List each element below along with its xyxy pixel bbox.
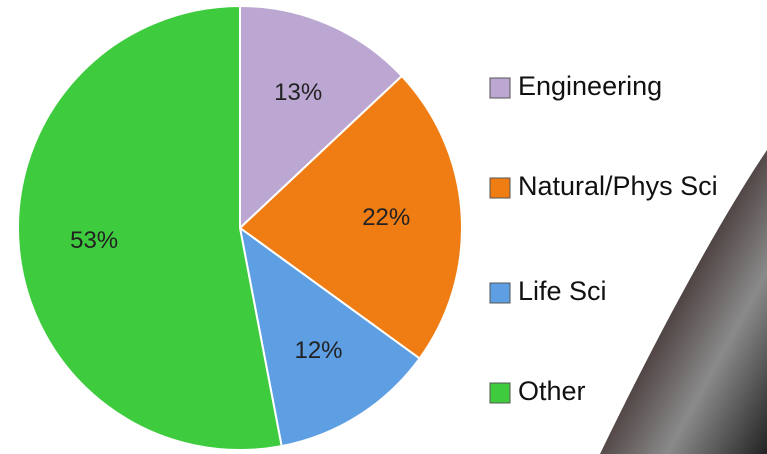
pie: 13% 22% 12% 53% bbox=[17, 4, 463, 451]
legend-label: Other bbox=[518, 376, 586, 406]
pie-slice bbox=[17, 4, 283, 451]
legend: Engineering Natural/Phys Sci Life Sci Other bbox=[489, 71, 718, 406]
data-label: 13% bbox=[274, 79, 322, 106]
legend-label: Engineering bbox=[518, 71, 662, 101]
legend-swatch bbox=[489, 382, 511, 404]
pie-slice bbox=[239, 4, 404, 231]
data-label: 22% bbox=[362, 204, 410, 231]
data-label: 53% bbox=[70, 227, 118, 254]
legend-swatch bbox=[489, 77, 511, 99]
legend-label: Natural/Phys Sci bbox=[518, 171, 718, 201]
data-label: 12% bbox=[294, 337, 342, 364]
legend-swatch bbox=[489, 177, 511, 199]
pie-slice bbox=[238, 74, 463, 360]
legend-swatch bbox=[489, 282, 511, 304]
background-swoosh bbox=[600, 150, 767, 454]
legend-label: Life Sci bbox=[518, 276, 607, 306]
pie-slice bbox=[238, 225, 421, 448]
